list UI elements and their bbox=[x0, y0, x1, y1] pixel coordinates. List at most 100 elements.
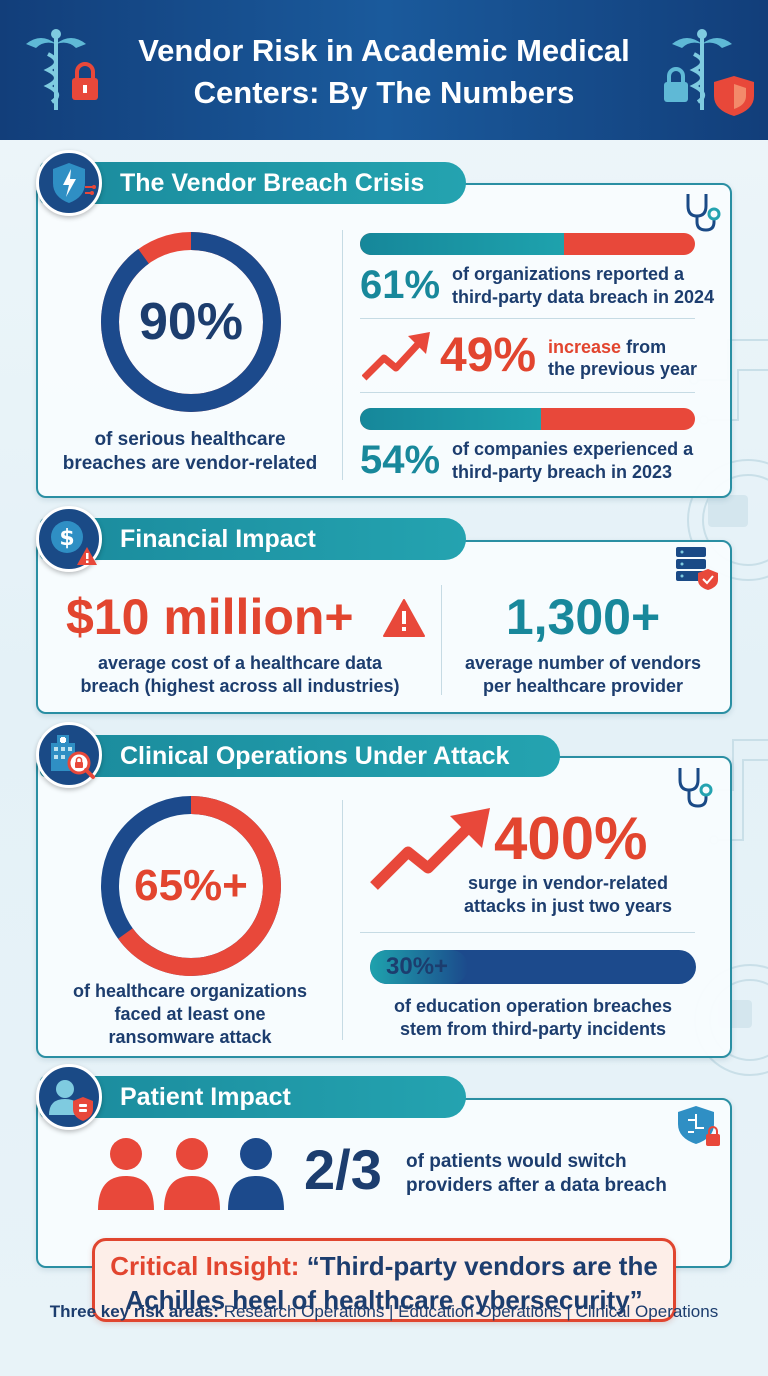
server-shield-icon bbox=[676, 547, 718, 590]
footer-areas: Research Operations | Education Operatio… bbox=[223, 1302, 719, 1321]
svg-text:$: $ bbox=[59, 526, 74, 551]
caption-line: per healthcare provider bbox=[482, 676, 684, 696]
section-banner-vendor-breach: The Vendor Breach Crisis bbox=[40, 162, 466, 204]
caduceus-shield-icon bbox=[664, 29, 754, 116]
divider bbox=[360, 932, 695, 933]
section-title: The Vendor Breach Crisis bbox=[120, 169, 425, 197]
donut-arc bbox=[101, 232, 281, 412]
bar-fill bbox=[360, 408, 541, 430]
bar-fill bbox=[370, 950, 468, 984]
stethoscope-icon bbox=[678, 768, 713, 808]
footer-label: Three key risk areas: bbox=[49, 1302, 219, 1321]
divider bbox=[441, 585, 442, 695]
caption-line: ransomware attack bbox=[108, 1027, 272, 1047]
surge-caption: surge in vendor-related attacks in just … bbox=[440, 872, 696, 918]
progress-bar-2023 bbox=[360, 408, 695, 430]
caption-line: faced at least one bbox=[114, 1004, 266, 1024]
increase-text: increase from the previous year bbox=[548, 336, 697, 380]
cost-value: $10 million+ bbox=[66, 589, 354, 645]
divider bbox=[360, 318, 695, 319]
dollar-warning-icon: $ bbox=[51, 521, 97, 565]
caption-line: breach (highest across all industries) bbox=[80, 676, 400, 696]
section-banner-patient: Patient Impact bbox=[40, 1076, 466, 1118]
divider bbox=[360, 392, 695, 393]
shield-lightning-icon bbox=[53, 163, 96, 203]
section-title: Clinical Operations Under Attack bbox=[120, 742, 510, 770]
person-icon bbox=[164, 1138, 220, 1210]
bar-fill bbox=[360, 233, 565, 255]
caption-line: of patients would switch bbox=[406, 1151, 627, 1172]
financial-impact-panel bbox=[36, 540, 732, 714]
education-value: 30%+ bbox=[386, 953, 449, 980]
vendors-value: 1,300+ bbox=[505, 589, 661, 645]
shield-circuit-icon bbox=[678, 1106, 720, 1146]
caption-line: of serious healthcare bbox=[94, 429, 286, 450]
stat-text: of companies experienced a third-party b… bbox=[452, 438, 693, 484]
title-line-2: Centers: By The Numbers bbox=[193, 75, 575, 110]
surge-value: 400% bbox=[494, 805, 648, 872]
section-badge: $ bbox=[36, 506, 102, 572]
page-title: Vendor Risk in Academic Medical Centers:… bbox=[110, 30, 658, 114]
stat-line: of companies experienced a bbox=[452, 439, 694, 459]
caption-line: surge in vendor-related bbox=[467, 873, 669, 893]
hospital-lock-icon bbox=[51, 735, 95, 779]
title-line-1: Vendor Risk in Academic Medical bbox=[138, 33, 630, 68]
stat-line: the previous year bbox=[548, 359, 698, 379]
stat-text: of organizations reported a third-party … bbox=[452, 263, 714, 309]
patient-caption: of patients would switch providers after… bbox=[406, 1150, 667, 1198]
caption-line: of education operation breaches bbox=[393, 996, 673, 1016]
increase-value: 49% bbox=[440, 329, 537, 382]
increase-word: increase bbox=[548, 337, 622, 357]
donut-caption: of serious healthcare breaches are vendo… bbox=[40, 428, 340, 476]
patient-data-icon bbox=[49, 1080, 93, 1121]
vendors-caption: average number of vendors per healthcare… bbox=[442, 652, 724, 698]
stat-line: third-party data breach in 2024 bbox=[452, 287, 715, 307]
insight-line-1: Critical Insight: “Third-party vendors a… bbox=[95, 1249, 673, 1283]
cost-caption: average cost of a healthcare data breach… bbox=[40, 652, 440, 698]
education-breach-bar bbox=[370, 950, 696, 984]
caption-line: providers after a data breach bbox=[406, 1175, 667, 1196]
section-title: Financial Impact bbox=[120, 525, 316, 553]
caption-line: average cost of a healthcare data bbox=[97, 653, 383, 673]
section-badge bbox=[36, 722, 102, 788]
section-badge bbox=[36, 150, 102, 216]
insight-label: Critical Insight: bbox=[110, 1251, 300, 1281]
trend-up-arrow-icon bbox=[370, 808, 490, 890]
caduceus-lock-icon bbox=[26, 29, 98, 110]
critical-insight-box: Critical Insight: “Third-party vendors a… bbox=[92, 1238, 676, 1322]
patient-value: 2/3 bbox=[304, 1138, 382, 1201]
education-caption: of education operation breaches stem fro… bbox=[360, 995, 706, 1041]
section-badge bbox=[36, 1064, 102, 1130]
person-icon bbox=[228, 1138, 284, 1210]
progress-bar-2024 bbox=[360, 233, 695, 255]
insight-quote-start: “Third-party vendors are the bbox=[306, 1251, 658, 1281]
stethoscope-icon bbox=[686, 194, 721, 232]
donut-value: 65%+ bbox=[134, 861, 248, 910]
caption-line: stem from third-party incidents bbox=[399, 1019, 667, 1039]
stat-line: of organizations reported a bbox=[452, 264, 685, 284]
ransomware-donut bbox=[101, 796, 281, 976]
header-banner: Vendor Risk in Academic Medical Centers:… bbox=[0, 0, 768, 140]
insight-line-2: Achilles heel of healthcare cybersecurit… bbox=[125, 1285, 643, 1315]
donut-caption: of healthcare organizations faced at lea… bbox=[40, 980, 340, 1049]
trend-up-arrow-icon bbox=[362, 332, 430, 381]
people-icon bbox=[98, 1138, 284, 1210]
caption-line: average number of vendors bbox=[464, 653, 702, 673]
caption-line: of healthcare organizations bbox=[72, 981, 308, 1001]
divider bbox=[342, 800, 343, 1040]
divider bbox=[342, 230, 343, 480]
stat-value: 54% bbox=[360, 438, 441, 482]
warning-icon bbox=[383, 599, 425, 637]
donut-arc bbox=[101, 796, 281, 976]
footer: Three key risk areas: Research Operation… bbox=[0, 1300, 768, 1324]
stat-line: third-party breach in 2023 bbox=[452, 462, 673, 482]
caption-line: breaches are vendor-related bbox=[62, 453, 318, 474]
stat-value: 61% bbox=[360, 263, 441, 307]
from-word: from bbox=[626, 337, 667, 357]
stat-line: increase from bbox=[548, 336, 697, 358]
section-title: Patient Impact bbox=[120, 1083, 291, 1111]
section-banner-clinical: Clinical Operations Under Attack bbox=[40, 735, 560, 777]
vendor-related-donut bbox=[101, 232, 281, 412]
section-banner-financial: Financial Impact bbox=[40, 518, 466, 560]
caption-line: attacks in just two years bbox=[463, 896, 673, 916]
